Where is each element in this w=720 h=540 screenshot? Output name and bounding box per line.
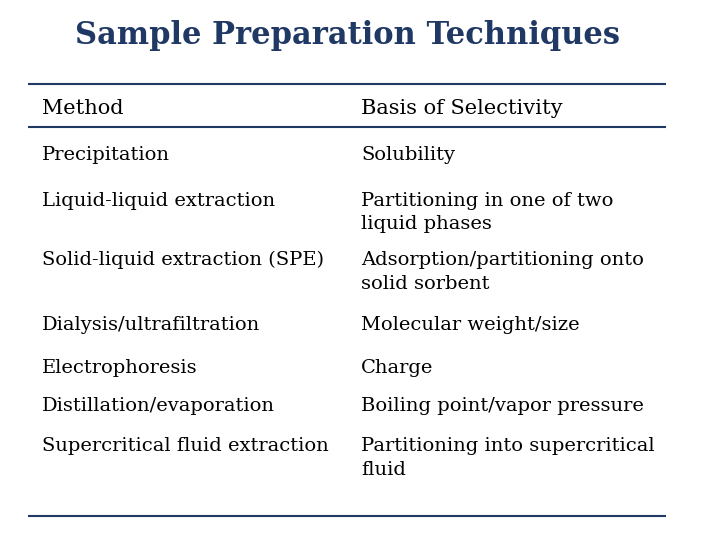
Text: Partitioning in one of two
liquid phases: Partitioning in one of two liquid phases [361,192,613,233]
Text: Solubility: Solubility [361,146,455,164]
Text: Electrophoresis: Electrophoresis [42,359,197,377]
Text: Liquid-liquid extraction: Liquid-liquid extraction [42,192,275,210]
Text: Precipitation: Precipitation [42,146,170,164]
Text: Molecular weight/size: Molecular weight/size [361,316,580,334]
Text: Boiling point/vapor pressure: Boiling point/vapor pressure [361,397,644,415]
Text: Partitioning into supercritical
fluid: Partitioning into supercritical fluid [361,437,654,479]
Text: Basis of Selectivity: Basis of Selectivity [361,98,562,118]
Text: Supercritical fluid extraction: Supercritical fluid extraction [42,437,328,455]
Text: Distillation/evaporation: Distillation/evaporation [42,397,274,415]
Text: Method: Method [42,98,123,118]
Text: Dialysis/ultrafiltration: Dialysis/ultrafiltration [42,316,260,334]
Text: Charge: Charge [361,359,433,377]
Text: Sample Preparation Techniques: Sample Preparation Techniques [75,19,620,51]
Text: Solid-liquid extraction (SPE): Solid-liquid extraction (SPE) [42,251,324,269]
Text: Adsorption/partitioning onto
solid sorbent: Adsorption/partitioning onto solid sorbe… [361,251,644,293]
